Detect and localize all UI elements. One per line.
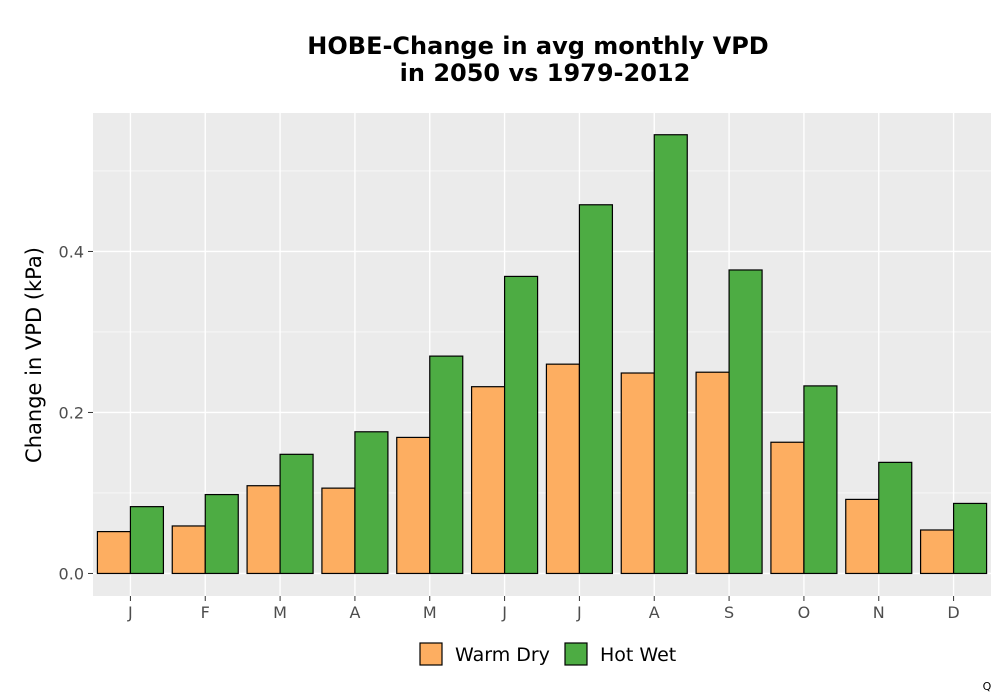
- legend-label: Warm Dry: [455, 644, 550, 666]
- x-tick-label: A: [349, 603, 360, 622]
- grid-minor: [93, 170, 991, 494]
- legend: Warm Dry Hot Wet: [419, 642, 676, 666]
- bars: [96, 134, 988, 575]
- y-axis: 0.0 0.2 0.4: [59, 242, 93, 583]
- bar-hot-wet: [653, 134, 688, 575]
- x-tick-label: J: [576, 603, 582, 622]
- bar-hot-wet: [279, 453, 314, 575]
- legend-label: Hot Wet: [600, 644, 676, 666]
- bar-hot-wet: [878, 461, 913, 575]
- bar-hot-wet: [952, 502, 988, 575]
- x-tick-label: J: [501, 603, 507, 622]
- bar-warm-dry: [545, 363, 581, 575]
- chart-title-line-1: HOBE-Change in avg monthly VPD: [307, 32, 768, 60]
- x-tick-label: F: [201, 603, 210, 622]
- bar-hot-wet: [204, 493, 239, 575]
- bar-hot-wet: [803, 385, 838, 575]
- y-tick-label: 0.4: [59, 242, 84, 261]
- legend-swatch: [564, 642, 588, 666]
- bar-hot-wet: [129, 506, 165, 575]
- x-tick-label: A: [649, 603, 660, 622]
- bar-hot-wet: [503, 275, 539, 575]
- bar-hot-wet: [429, 355, 464, 575]
- legend-swatch: [419, 642, 443, 666]
- plot-panel: [93, 113, 991, 596]
- bar-hot-wet: [578, 204, 614, 575]
- bar-warm-dry: [845, 498, 880, 575]
- bar-warm-dry: [246, 485, 281, 575]
- x-tick-label: S: [724, 603, 734, 622]
- x-tick-label: M: [273, 603, 287, 622]
- bar-warm-dry: [396, 436, 431, 575]
- y-tick-label: 0.0: [59, 564, 84, 583]
- bar-warm-dry: [96, 530, 132, 575]
- bar-warm-dry: [695, 371, 730, 575]
- bar-warm-dry: [470, 386, 506, 575]
- bar-warm-dry: [321, 487, 356, 575]
- x-tick-label: D: [947, 603, 959, 622]
- chart-title-line-2: in 2050 vs 1979-2012: [400, 59, 691, 87]
- x-tick-label: O: [798, 603, 811, 622]
- bar-hot-wet: [728, 269, 763, 575]
- bar-warm-dry: [171, 525, 206, 575]
- corner-mark: Q: [983, 680, 992, 693]
- bar-hot-wet: [354, 431, 389, 575]
- bar-warm-dry: [770, 441, 805, 575]
- x-tick-label: N: [873, 603, 885, 622]
- x-tick-label: J: [127, 603, 133, 622]
- y-tick-label: 0.2: [59, 403, 84, 422]
- y-axis-title: Change in VPD (kPa): [22, 247, 46, 463]
- bar-warm-dry: [620, 372, 655, 575]
- x-tick-label: M: [423, 603, 437, 622]
- bar-warm-dry: [919, 529, 955, 575]
